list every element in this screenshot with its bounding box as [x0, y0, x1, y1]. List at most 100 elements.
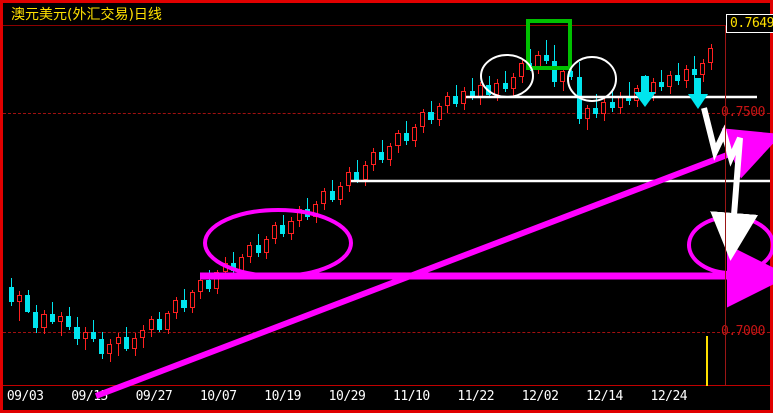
vertical-cursor-line [725, 26, 726, 386]
candle-body [280, 225, 286, 234]
candle-body [420, 112, 426, 128]
candle-wick [431, 101, 432, 124]
x-axis-label: 09/03 [6, 389, 44, 404]
x-axis-label: 09/27 [135, 389, 173, 404]
candle-wick [61, 311, 62, 336]
candle-body [197, 280, 203, 293]
candle-body [263, 239, 269, 254]
candle-body [189, 292, 195, 309]
title-divider [3, 25, 770, 26]
x-axis-label: 10/07 [199, 389, 237, 404]
candle-wick [571, 57, 572, 81]
candle-body [601, 101, 607, 115]
candle-wick [629, 81, 630, 105]
candle-body [568, 70, 574, 77]
last-price-value: 0.7649 [730, 16, 773, 31]
candle-body [123, 336, 129, 350]
candle-wick [93, 320, 94, 343]
last-bar-marker [706, 336, 708, 386]
candle-wick [19, 291, 20, 322]
candle-body [683, 68, 689, 81]
candle-body [609, 101, 615, 109]
x-axis-label: 12/24 [650, 389, 688, 404]
candle-body [132, 337, 138, 350]
candle-body [551, 60, 557, 82]
candle-body [535, 54, 541, 68]
candle-body [593, 108, 599, 115]
candle-body [164, 313, 171, 330]
candle-wick [472, 78, 473, 101]
candle-body [691, 68, 697, 75]
candle-body [576, 76, 582, 120]
candle-body [247, 245, 253, 258]
x-axis-labels: 09/03 09/15 09/27 10/07 10/19 10/29 11/10 11/22… [3, 386, 770, 410]
candle-wick [52, 301, 53, 324]
candle-body [329, 191, 335, 200]
candle-body [304, 209, 311, 218]
candle-body [700, 62, 706, 75]
candle-body [239, 257, 245, 272]
page-title: 澳元美元(外汇交易)日线 [11, 7, 162, 23]
candle-body [494, 82, 500, 95]
candle-body [296, 209, 302, 221]
x-axis-label: 10/29 [328, 389, 366, 404]
candle-body [272, 225, 278, 240]
x-axis-label: 12/02 [521, 389, 559, 404]
candle-body [90, 332, 96, 339]
candle-body [477, 85, 483, 97]
candle-wick [406, 121, 407, 145]
candle-body [107, 343, 113, 355]
candle-body [403, 133, 409, 142]
candle-body [41, 314, 47, 329]
candle-body [675, 74, 681, 81]
candle-wick [530, 48, 531, 72]
candle-body [49, 314, 55, 322]
x-axis-label: 11/22 [457, 389, 495, 404]
candle-body [626, 95, 632, 102]
candle-body [156, 319, 162, 330]
candle-body [222, 262, 228, 273]
candle-body [33, 311, 39, 329]
candle-body [354, 171, 360, 180]
candle-body [634, 87, 640, 102]
candle-body [206, 280, 212, 289]
candle-body [642, 87, 648, 95]
x-axis-label: 09/15 [71, 389, 108, 404]
candle-body [57, 315, 64, 322]
candle-body [288, 220, 294, 234]
candle-body [502, 82, 508, 89]
candle-body [181, 300, 187, 309]
candle-body [321, 191, 327, 205]
candle-body [313, 204, 319, 218]
candle-body [510, 76, 516, 89]
candle-wick [645, 74, 646, 98]
candle-body [230, 262, 236, 272]
candle-body [395, 133, 401, 147]
candle-body [173, 300, 179, 314]
y-axis-label: 0.7000 [721, 323, 765, 339]
candle-wick [694, 55, 695, 79]
candle-body [25, 294, 31, 312]
candle-wick [661, 69, 662, 91]
candle-body [708, 48, 714, 63]
candle-body [66, 315, 72, 328]
candle-body [379, 151, 385, 160]
candle-body [560, 70, 566, 82]
candle-body [387, 146, 393, 160]
candle-body [428, 112, 434, 121]
candle-body [543, 54, 549, 61]
x-axis-label: 11/10 [393, 389, 430, 404]
candle-body [469, 90, 475, 97]
chart-plot-area[interactable]: 0.7500 0.7000 [3, 26, 770, 384]
y-axis-label: 0.7500 [721, 105, 765, 121]
candle-body [214, 272, 220, 289]
candle-wick [505, 70, 506, 93]
candle-body [444, 95, 450, 107]
candle-body [617, 95, 623, 109]
candle-body [255, 245, 261, 253]
candle-body [436, 106, 442, 121]
candle-body [346, 171, 352, 186]
candle-body [8, 286, 14, 302]
